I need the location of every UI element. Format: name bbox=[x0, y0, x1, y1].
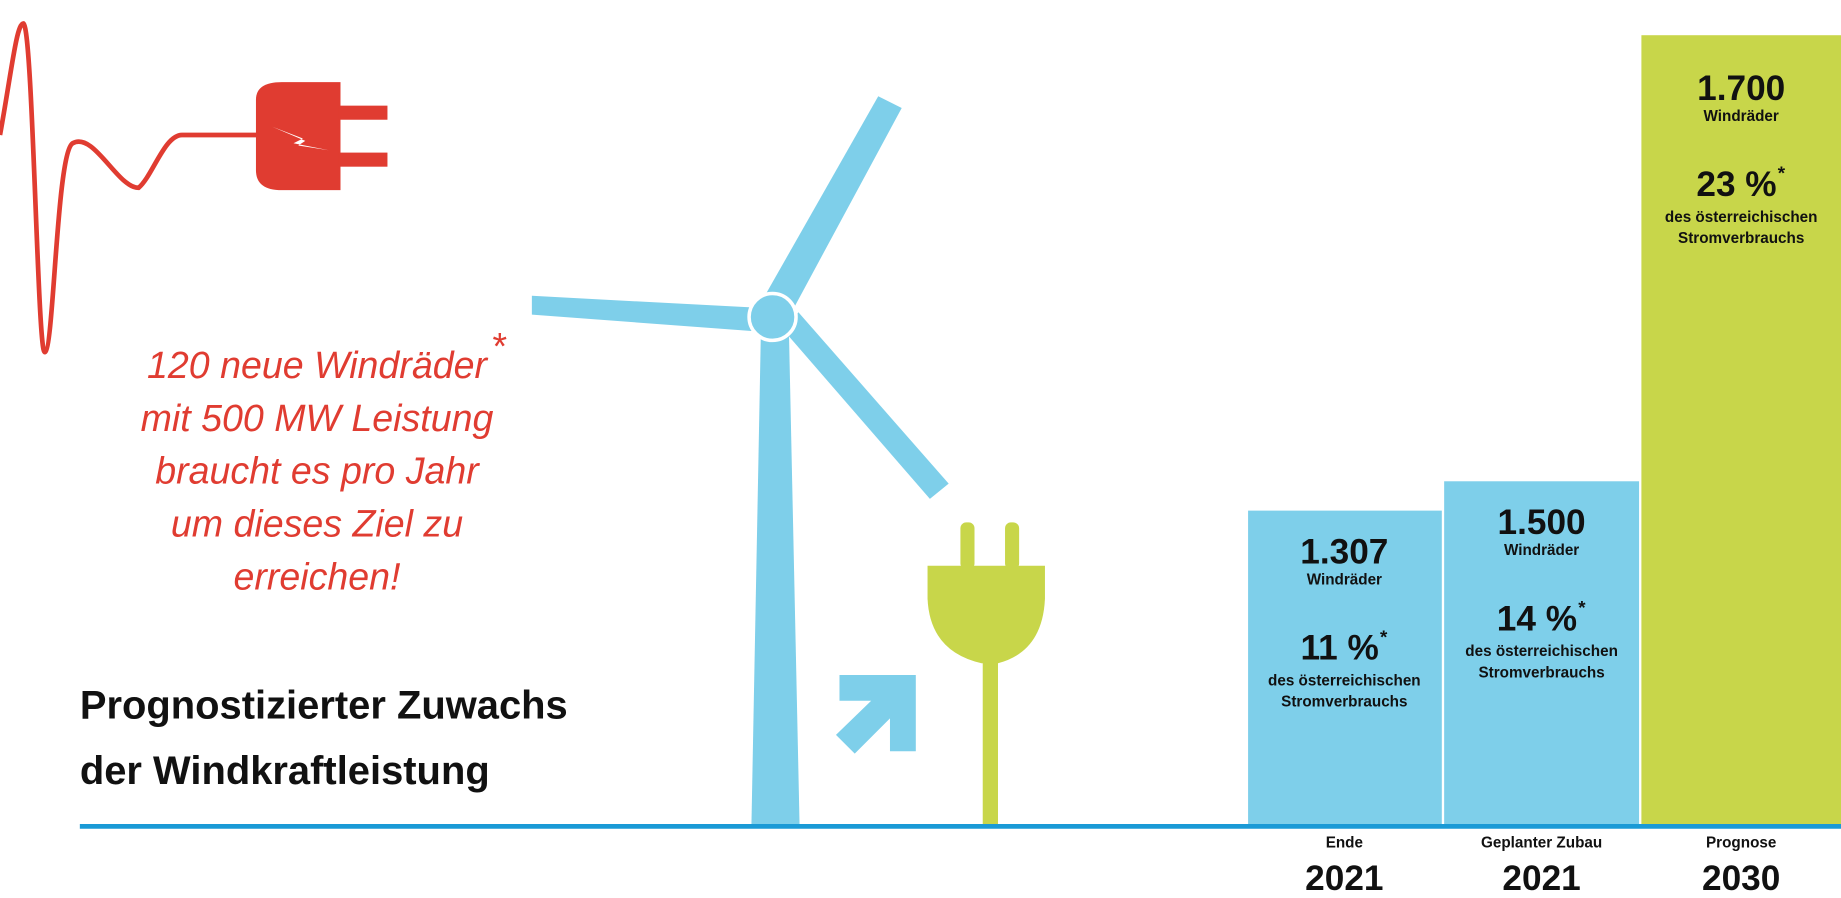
bolt bbox=[272, 126, 329, 151]
description: Stromverbrauchs bbox=[1478, 664, 1604, 681]
count: 1.700 bbox=[1697, 69, 1785, 108]
percent: 11 % bbox=[1301, 629, 1379, 668]
column-label: Geplanter Zubau bbox=[1481, 835, 1602, 852]
red-plug bbox=[255, 82, 341, 191]
tower bbox=[751, 334, 800, 826]
unit: Windräder bbox=[1307, 572, 1382, 589]
cord bbox=[982, 657, 998, 826]
percent-star: * bbox=[1578, 597, 1586, 618]
cable bbox=[0, 21, 259, 355]
unit: Windräder bbox=[1504, 542, 1579, 559]
title-line: der Windkraftleistung bbox=[80, 749, 490, 793]
description: des österreichischen bbox=[1465, 643, 1618, 660]
blade bbox=[760, 96, 902, 317]
column-label: Ende bbox=[1326, 835, 1363, 852]
column-year: 2030 bbox=[1702, 859, 1780, 898]
callout-line: braucht es pro Jahr bbox=[155, 450, 480, 492]
callout-line: um dieses Ziel zu bbox=[171, 502, 463, 544]
callout-line: mit 500 MW Leistung bbox=[141, 397, 494, 439]
green-plug bbox=[927, 565, 1045, 664]
blade bbox=[531, 295, 754, 332]
arrow bbox=[835, 674, 916, 754]
count: 1.500 bbox=[1498, 503, 1586, 542]
callout-line: 120 neue Windräder bbox=[147, 344, 488, 386]
column-label: Prognose bbox=[1706, 835, 1776, 852]
prong bbox=[1005, 522, 1020, 570]
column-bar bbox=[1444, 481, 1640, 826]
hub bbox=[747, 291, 798, 343]
percent: 23 % bbox=[1696, 165, 1776, 204]
description: Stromverbrauchs bbox=[1678, 230, 1804, 247]
prong bbox=[960, 522, 975, 570]
column-year: 2021 bbox=[1305, 859, 1383, 898]
percent: 14 % bbox=[1497, 599, 1577, 638]
description: des österreichischen bbox=[1665, 209, 1818, 226]
prong bbox=[338, 152, 388, 167]
description: des österreichischen bbox=[1268, 673, 1421, 690]
blade bbox=[784, 312, 949, 499]
percent-star: * bbox=[1380, 626, 1388, 647]
count: 1.307 bbox=[1300, 532, 1388, 571]
column-bar bbox=[1248, 510, 1442, 826]
callout-star: * bbox=[491, 325, 507, 367]
description: Stromverbrauchs bbox=[1281, 694, 1407, 711]
unit: Windräder bbox=[1704, 108, 1779, 125]
callout-line: erreichen! bbox=[234, 555, 402, 597]
column-year: 2021 bbox=[1502, 859, 1580, 898]
title-line: Prognostizierter Zuwachs bbox=[80, 683, 568, 727]
callout: 120 neue Windräder * mit 500 MW Leistung br… bbox=[141, 325, 507, 597]
column-bar bbox=[1641, 35, 1841, 826]
prong bbox=[338, 105, 388, 120]
percent-star: * bbox=[1778, 163, 1786, 184]
